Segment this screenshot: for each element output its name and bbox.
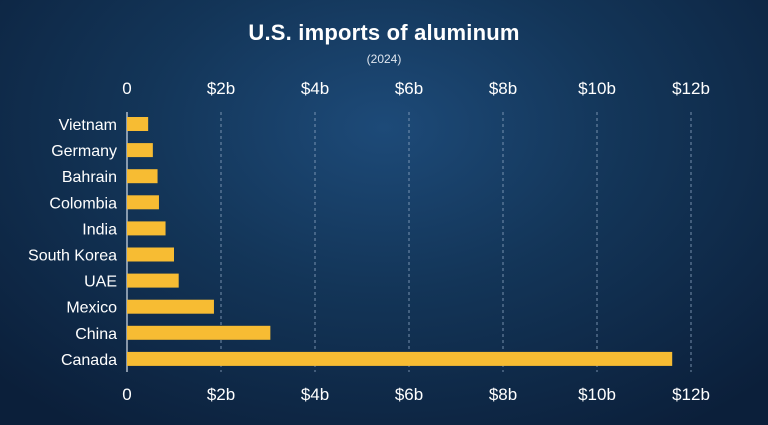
category-label: Mexico [66, 300, 117, 317]
category-label: Canada [61, 352, 117, 369]
bar [127, 299, 214, 314]
x-tick-label-bottom: $12b [672, 385, 710, 404]
category-label: Vietnam [59, 117, 117, 134]
x-tick-label-top: $10b [578, 79, 616, 98]
x-tick-label-top: $6b [395, 79, 423, 98]
category-label: Colombia [49, 195, 117, 212]
x-tick-label-top: $12b [672, 79, 710, 98]
x-tick-label-top: $2b [207, 79, 235, 98]
bar [127, 195, 159, 210]
x-tick-label-bottom: $6b [395, 385, 423, 404]
bar [127, 273, 179, 288]
labels: 0 0 $2b $2b $4b $4b $6b $6b $8b $8b $10b $10b $12b $1… [28, 79, 710, 404]
x-tick-label-bottom: $10b [578, 385, 616, 404]
chart-title: U.S. imports of aluminum [248, 20, 520, 45]
bar [127, 117, 149, 131]
category-label: South Korea [28, 248, 117, 265]
x-tick-label-bottom: 0 [122, 385, 131, 404]
bar [127, 143, 153, 158]
category-label: China [75, 326, 117, 343]
x-tick-label-top: 0 [122, 79, 131, 98]
category-label: India [82, 221, 117, 238]
x-tick-label-bottom: $2b [207, 385, 235, 404]
x-tick-label-top: $4b [301, 79, 329, 98]
bar [127, 169, 158, 184]
category-label: Bahrain [62, 169, 117, 186]
x-tick-label-top: $8b [489, 79, 517, 98]
x-tick-label-bottom: $8b [489, 385, 517, 404]
category-label: Germany [51, 143, 117, 160]
bar [127, 221, 166, 236]
chart-subtitle: (2024) [366, 52, 402, 66]
category-label: UAE [84, 274, 117, 291]
bars [127, 117, 673, 366]
bar [127, 247, 174, 262]
bar [127, 325, 271, 340]
bar [127, 351, 673, 366]
x-tick-label-bottom: $4b [301, 385, 329, 404]
